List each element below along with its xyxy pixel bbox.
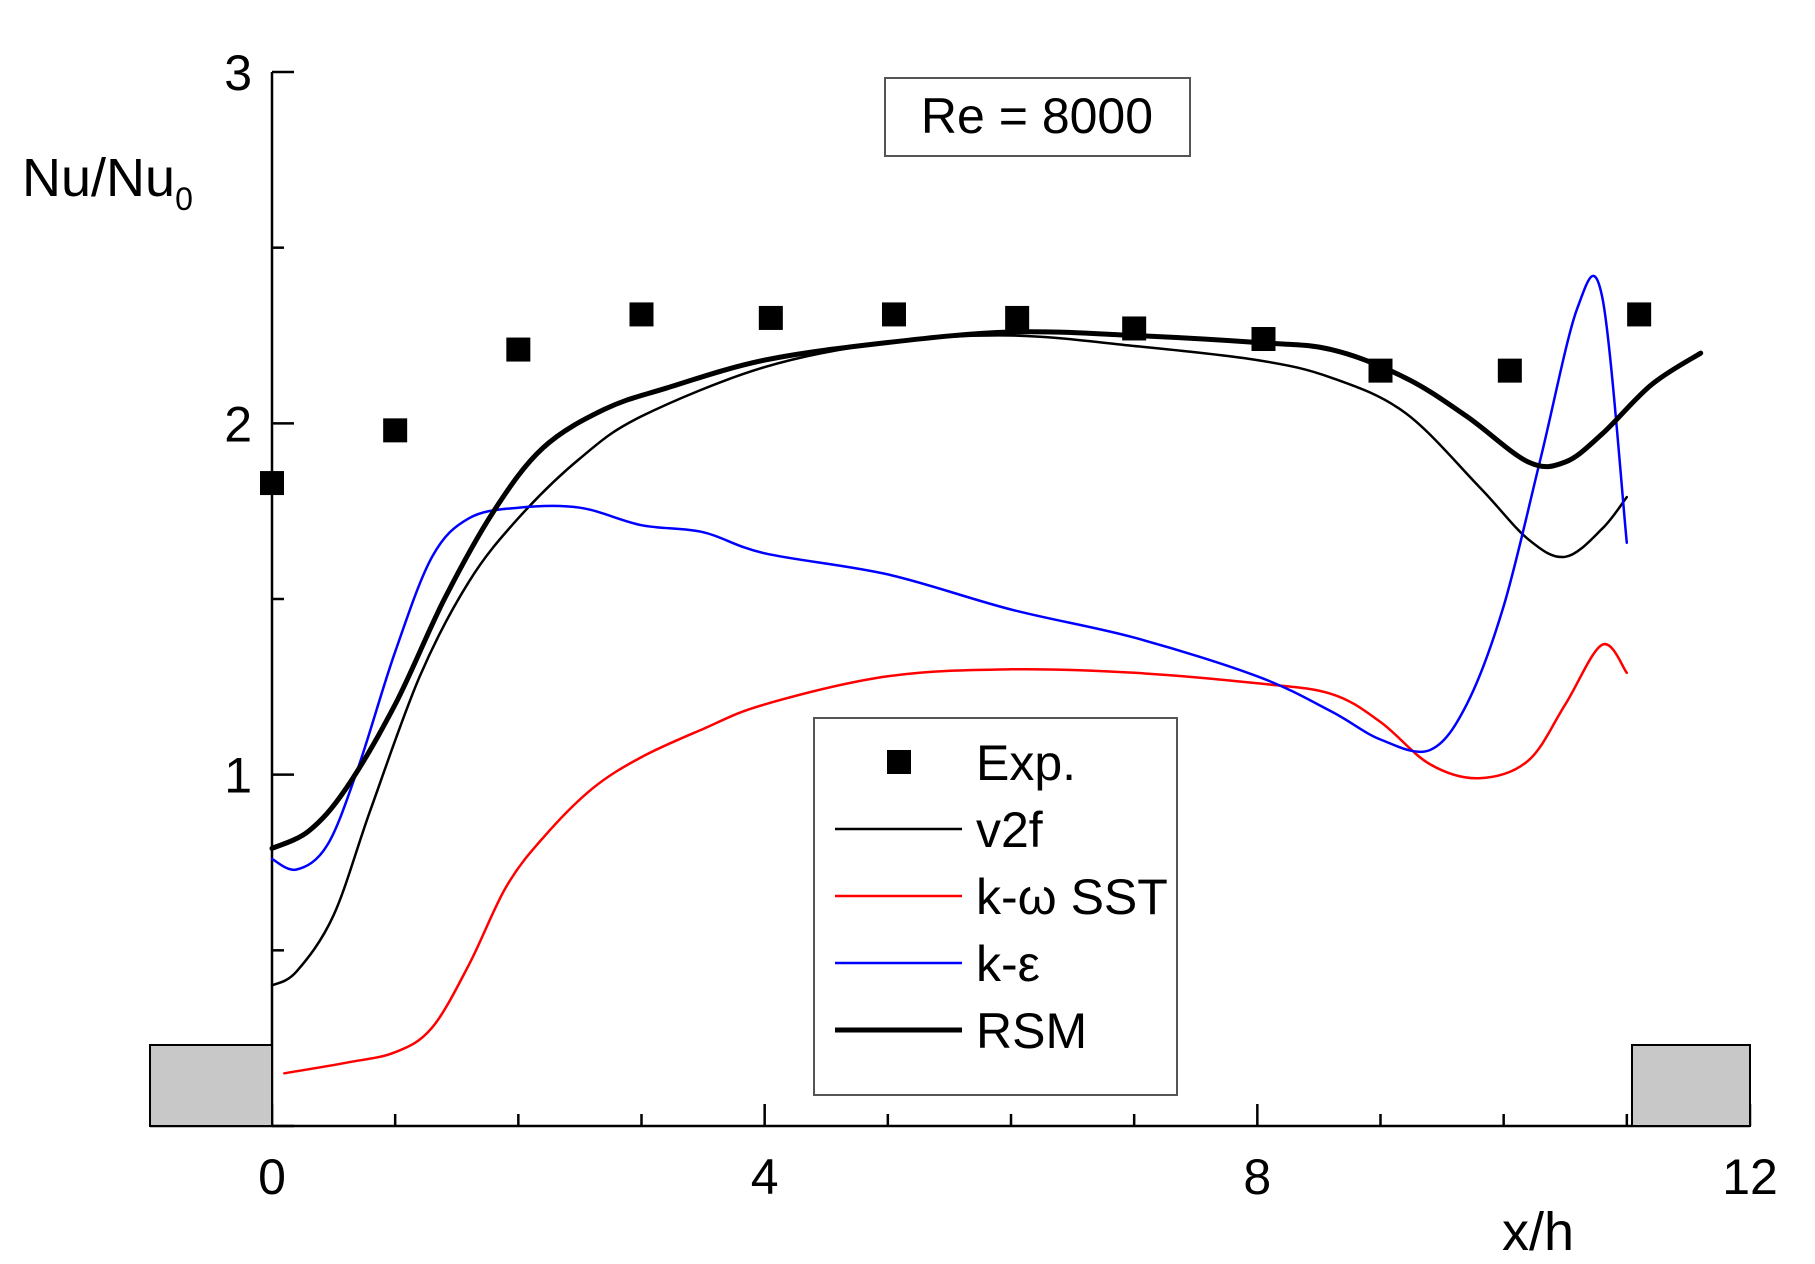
exp-data-point [260, 471, 284, 496]
legend-marker-exp [887, 750, 911, 774]
x-tick-label: 4 [751, 1149, 779, 1205]
series-line-k-sst [283, 642, 1629, 1075]
y-tick-label: 1 [224, 748, 252, 804]
legend-item-exp: Exp. [887, 735, 1076, 791]
rib-block-left [149, 1044, 273, 1127]
legend-item-v2f: v2f [835, 802, 1043, 858]
exp-data-point [1251, 327, 1276, 352]
exp-data-point [1368, 358, 1393, 383]
y-axis-label: Nu/Nu0 [22, 148, 193, 217]
legend: Exp. v2f k-ω SST k-ε RSM [813, 717, 1178, 1096]
y-axis-label-main: Nu/Nu [22, 148, 175, 208]
legend-label-k-sst: k-ω SST [976, 869, 1168, 925]
annotation-box: Re = 8000 [884, 77, 1191, 157]
rib-block-right [1631, 1044, 1751, 1127]
legend-label-exp: Exp. [976, 735, 1076, 791]
exp-data-point [1627, 302, 1652, 327]
rib-blocks [149, 1044, 1751, 1127]
exp-data-point [629, 302, 654, 327]
legend-label-k: k-ε [976, 936, 1040, 992]
annotation-frame [884, 77, 1191, 157]
legend-item-rsm: RSM [835, 1003, 1087, 1059]
legend-item-k: k-ε [835, 936, 1040, 992]
y-tick-label: 2 [224, 396, 252, 452]
x-tick-label: 12 [1722, 1149, 1778, 1205]
legend-item-k-sst: k-ω SST [835, 869, 1168, 925]
exp-data-point [758, 305, 783, 330]
legend-label-v2f: v2f [976, 802, 1043, 858]
legend-label-rsm: RSM [976, 1003, 1087, 1059]
series-layer [260, 274, 1704, 1075]
exp-data-point [1497, 358, 1522, 383]
x-tick-label: 8 [1243, 1149, 1271, 1205]
series-line-k [270, 274, 1629, 872]
series-line-rsm [269, 329, 1704, 851]
exp-data-point [383, 418, 408, 443]
exp-data-point [1005, 305, 1030, 330]
x-axis-label: x/h [1502, 1202, 1574, 1262]
annotation-text: Re = 8000 [921, 88, 1153, 144]
exp-data-point [1122, 316, 1147, 341]
y-tick-label: 3 [224, 45, 252, 101]
y-axis-label-subscript: 0 [175, 181, 193, 217]
exp-data-point [881, 302, 906, 327]
x-tick-label: 0 [258, 1149, 286, 1205]
exp-data-point [506, 337, 531, 362]
